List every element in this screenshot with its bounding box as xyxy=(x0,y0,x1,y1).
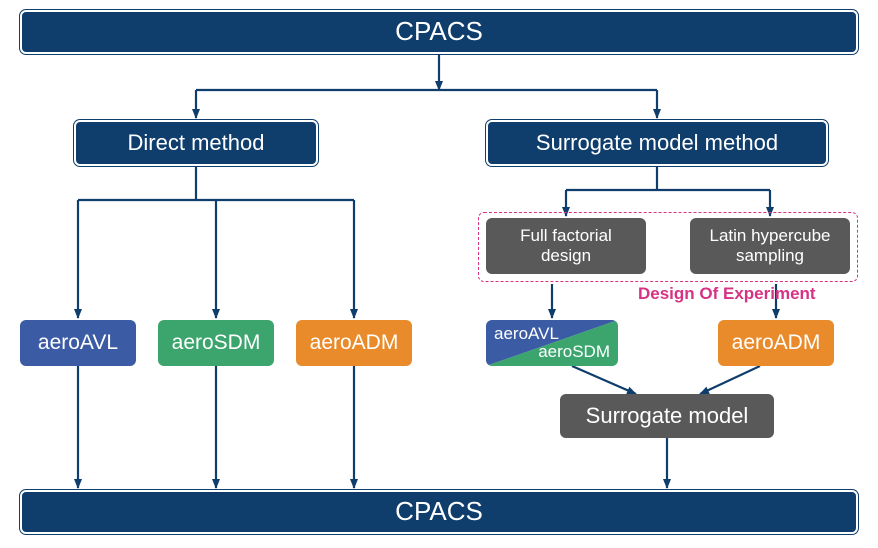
node-aeroavl: aeroAVL xyxy=(20,320,136,366)
node-surrogate-m: Surrogate model method xyxy=(486,120,828,166)
node-cpacs-bot: CPACS xyxy=(20,490,858,534)
split-bot-label: aeroSDM xyxy=(538,342,610,362)
node-direct: Direct method xyxy=(74,120,318,166)
node-ffd: Full factorial design xyxy=(486,218,646,274)
node-surrogate: Surrogate model xyxy=(560,394,774,438)
node-aeroadm-l: aeroADM xyxy=(296,320,412,366)
arrow-split-to-surrogate xyxy=(572,366,636,394)
node-lhs: Latin hypercube sampling xyxy=(690,218,850,274)
doe-label: Design Of Experiment xyxy=(638,284,816,304)
split-top-label: aeroAVL xyxy=(494,324,559,344)
node-cpacs-top: CPACS xyxy=(20,10,858,54)
node-aeroadm-r: aeroADM xyxy=(718,320,834,366)
node-aerosdm: aeroSDM xyxy=(158,320,274,366)
node-split-aeroavl-aerosdm: aeroAVL aeroSDM xyxy=(486,320,618,366)
arrow-aeroadm-r-to-surr xyxy=(700,366,760,394)
